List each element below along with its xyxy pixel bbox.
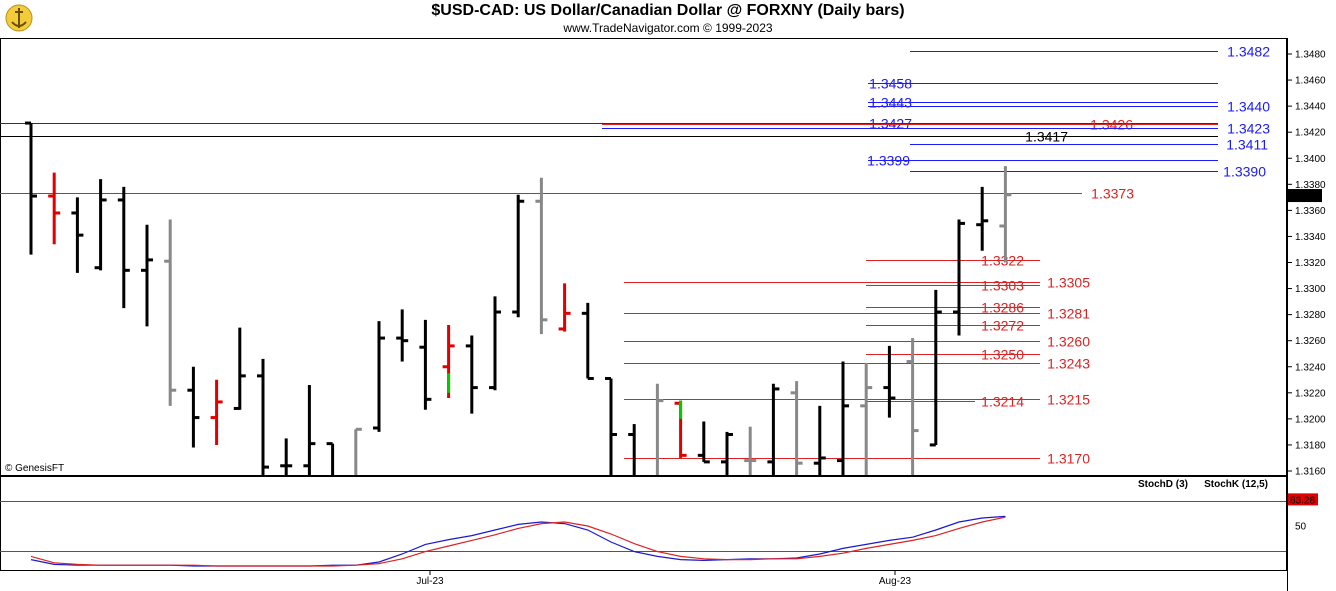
y-tick-label: 1.3340 — [1295, 232, 1326, 243]
level-label: 1.3373 — [1091, 186, 1134, 202]
level-label: 1.3427 — [869, 116, 912, 132]
chart-title: $USD-CAD: US Dollar/Canadian Dollar @ FO… — [431, 2, 905, 19]
level-label: 1.3399 — [867, 153, 910, 169]
y-tick-label: 1.3220 — [1295, 388, 1326, 399]
stoch-legend-d: StochD (3) — [1138, 479, 1188, 490]
y-tick-label: 1.3300 — [1295, 284, 1326, 295]
level-label: 1.3423 — [1227, 121, 1270, 137]
level-label: 1.3170 — [1047, 451, 1090, 467]
stoch-panel — [0, 476, 1287, 571]
y-tick-label: 1.3180 — [1295, 440, 1326, 451]
stoch-layer: StochD (3) StochK (12,5) 50 83.28 — [30, 479, 1318, 567]
y-tick-label: 1.3420 — [1295, 128, 1326, 139]
level-label: 1.3214 — [981, 394, 1024, 410]
level-label: 1.3440 — [1227, 99, 1270, 115]
stoch-value-badge — [1288, 493, 1318, 506]
stoch-line — [30, 516, 1006, 567]
y-tick-label: 1.3260 — [1295, 336, 1326, 347]
level-label: 1.3426 — [1090, 117, 1133, 133]
level-label: 1.3272 — [981, 318, 1024, 334]
y-tick-label: 1.3320 — [1295, 258, 1326, 269]
last-price-badge — [1288, 189, 1322, 203]
bars-layer — [25, 121, 1012, 475]
level-label: 1.3281 — [1047, 306, 1090, 322]
stoch-value: 83.28 — [1290, 495, 1315, 506]
x-axis: Jul-23 Aug-23 — [416, 571, 912, 587]
chart-header: $USD-CAD: US Dollar/Canadian Dollar @ FO… — [0, 0, 1336, 36]
level-label: 1.3260 — [1047, 334, 1090, 350]
level-label: 1.3482 — [1227, 44, 1270, 60]
level-label: 1.3411 — [1226, 137, 1268, 153]
x-tick-label: Jul-23 — [416, 576, 444, 587]
levels-layer: 1.3482 1.3458 1.3443 1.3440 1.3427 1.3426 1.34… — [0, 44, 1270, 467]
y-tick-label: 1.3200 — [1295, 414, 1326, 425]
last-price-value: 1.3371 — [1290, 192, 1321, 203]
trade-navigator-logo-icon — [4, 3, 34, 33]
y-tick-label: 1.3380 — [1295, 180, 1326, 191]
y-tick-label: 1.3240 — [1295, 362, 1326, 373]
y-tick-label: 1.3460 — [1295, 76, 1326, 87]
stoch-legend-k: StochK (12,5) — [1204, 479, 1268, 490]
y-tick-label: 1.3360 — [1295, 206, 1326, 217]
level-label: 1.3305 — [1047, 275, 1090, 291]
level-label: 1.3303 — [981, 278, 1024, 294]
level-label: 1.3286 — [981, 300, 1024, 316]
level-label: 1.3250 — [981, 347, 1024, 363]
stoch-tick-label: 50 — [1295, 522, 1307, 533]
y-tick-label: 1.3480 — [1295, 50, 1326, 61]
y-tick-label: 1.3280 — [1295, 310, 1326, 321]
price-panel — [0, 38, 1287, 476]
y-tick-label: 1.3160 — [1295, 467, 1326, 478]
level-label: 1.3215 — [1047, 392, 1090, 408]
level-label: 1.3322 — [981, 253, 1024, 269]
stoch-line — [30, 515, 1006, 567]
level-label: 1.3417 — [1025, 129, 1068, 145]
level-label: 1.3390 — [1223, 164, 1266, 180]
axis-layer: 1.3160 1.3180 1.3200 1.3220 1.3240 1.3260 1.32… — [1287, 50, 1326, 478]
chart-subtitle: www.TradeNavigator.com © 1999-2023 — [563, 21, 773, 35]
x-tick-label: Aug-23 — [879, 576, 912, 587]
y-tick-label: 1.3440 — [1295, 102, 1326, 113]
level-label: 1.3458 — [869, 76, 912, 92]
watermark: © GenesisFT — [5, 463, 64, 474]
level-label: 1.3243 — [1047, 356, 1090, 372]
level-label: 1.3443 — [869, 95, 912, 111]
y-tick-label: 1.3400 — [1295, 154, 1326, 165]
